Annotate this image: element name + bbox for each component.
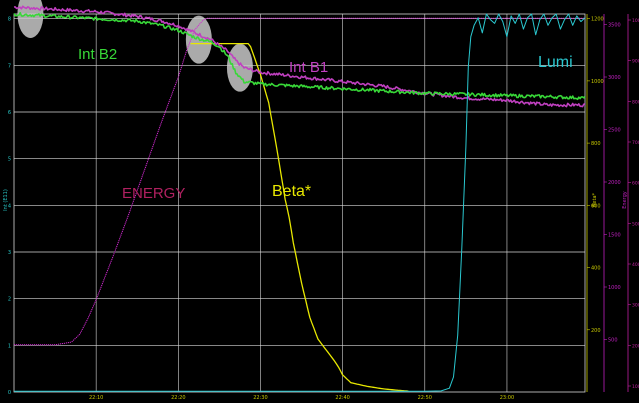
beta-axis-label: Beta* xyxy=(592,192,598,207)
beta-tick-label: 600 xyxy=(591,203,601,209)
axes: 0 1 2 3 4 5 6 7 8 22:10 22:20 22:30 22:40 22:50 23:00 2… xyxy=(8,14,639,401)
x-tick-label: 23:00 xyxy=(500,395,514,401)
annotation-circles xyxy=(17,0,253,92)
left-tick-label: 0 xyxy=(8,390,11,396)
x-tick-label: 22:30 xyxy=(253,395,267,401)
lumi-tick-label: 100 xyxy=(632,384,639,390)
left-tick-label: 5 xyxy=(8,157,11,163)
left-axis-label: Int (E11) xyxy=(3,189,9,211)
energy-tick-label: 2000 xyxy=(608,180,621,186)
lumi-tick-label: 900 xyxy=(632,59,639,65)
lumi-tick-label: 1000 xyxy=(632,18,639,24)
series-int-b2 xyxy=(13,11,586,101)
energy-axis-label: Energy xyxy=(622,191,628,209)
annotation-int-b1: Int B1 xyxy=(289,59,328,76)
series-group xyxy=(13,5,586,392)
beta-tick-label: 1200 xyxy=(591,17,604,23)
series-energy xyxy=(14,17,585,346)
x-tick-label: 22:20 xyxy=(171,395,185,401)
annotation-int-b2: Int B2 xyxy=(78,46,117,63)
left-tick-label: 4 xyxy=(8,203,11,209)
circle-int-b1-squeeze xyxy=(226,43,253,92)
annotation-lumi: Lumi xyxy=(538,54,573,71)
lumi-tick-label: 300 xyxy=(632,303,639,309)
energy-tick-label: 3000 xyxy=(608,75,621,81)
left-tick-label: 3 xyxy=(8,250,11,256)
beta-tick-label: 400 xyxy=(591,266,601,272)
series-beta-star xyxy=(190,42,409,392)
series-lumi xyxy=(14,13,586,392)
circle-int-b2-start xyxy=(17,0,44,38)
beta-tick-label: 1000 xyxy=(591,79,604,85)
left-tick-label: 2 xyxy=(8,297,11,303)
series-int-b1 xyxy=(13,5,586,108)
energy-tick-label: 1000 xyxy=(608,285,621,291)
lumi-tick-label: 400 xyxy=(632,262,639,268)
lumi-tick-label: 800 xyxy=(632,99,639,105)
x-tick-label: 22:40 xyxy=(335,395,349,401)
beta-tick-label: 200 xyxy=(591,328,601,334)
left-tick-label: 8 xyxy=(8,17,11,23)
annotation-beta: Beta* xyxy=(272,183,311,200)
energy-tick-label: 500 xyxy=(608,338,618,344)
lumi-tick-label: 700 xyxy=(632,140,639,146)
x-tick-label: 22:10 xyxy=(89,395,103,401)
left-tick-label: 1 xyxy=(8,343,11,349)
energy-tick-label: 3500 xyxy=(608,23,621,29)
lumi-tick-label: 200 xyxy=(632,343,639,349)
beta-tick-label: 800 xyxy=(591,141,601,147)
left-tick-label: 7 xyxy=(8,63,11,69)
x-tick-label: 22:50 xyxy=(418,395,432,401)
left-tick-label: 6 xyxy=(8,110,11,116)
energy-tick-label: 2500 xyxy=(608,128,621,134)
energy-tick-label: 1500 xyxy=(608,233,621,239)
lumi-tick-label: 600 xyxy=(632,181,639,187)
lumi-tick-label: 500 xyxy=(632,221,639,227)
plot-frame xyxy=(13,13,586,393)
annotation-energy: ENERGY xyxy=(122,185,185,202)
